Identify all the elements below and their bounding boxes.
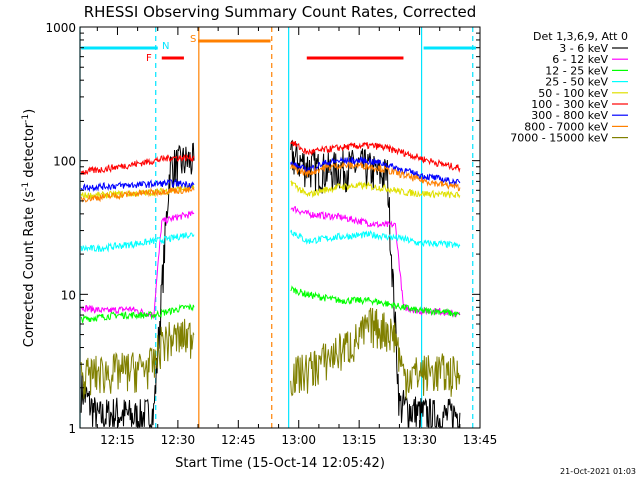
series-line-segment-2 [290, 139, 461, 173]
x-axis-label: Start Time (15-Oct-14 12:05:42) [175, 456, 385, 471]
series-line-segment-1 [80, 153, 195, 176]
series-6-12-kev [81, 206, 461, 320]
y-label-text: detector [22, 122, 37, 182]
annotation-label-F: F [146, 53, 152, 64]
vertical-markers [79, 27, 474, 428]
series-line-segment-2 [290, 156, 461, 187]
series-25-50-kev [80, 229, 461, 253]
series-300-800-kev [80, 156, 461, 193]
legend-header: Det 1,3,6,9, Att 0 [533, 30, 628, 43]
y-label-superscript: -1 [21, 114, 31, 123]
series-line-segment-2 [290, 285, 461, 318]
series-line-segment-1 [80, 303, 195, 323]
x-tick-label: 13:45 [463, 433, 498, 447]
y-tick-label: 10 [61, 288, 76, 302]
y-label-superscript: -1 [21, 182, 31, 191]
series-line-segment-1 [80, 178, 195, 193]
y-axis-label: Corrected Count Rate (s-1 detector-1) [21, 109, 37, 347]
annotation-bands: NF S [81, 34, 476, 64]
series-line-segment-2 [290, 307, 461, 400]
series-100-300-kev [80, 139, 461, 176]
x-tick-label: 12:45 [221, 433, 256, 447]
x-tick-label: 12:15 [100, 433, 135, 447]
y-tick-label: 1 [68, 422, 76, 436]
legend-entry-label: 7000 - 15000 keV [510, 132, 608, 145]
series-line-segment-2 [290, 229, 461, 249]
series-line-segment-2 [290, 161, 461, 192]
series-line-segment-1 [80, 318, 195, 399]
annotation-label-S: S [190, 34, 196, 45]
y-label-text: Corrected Count Rate (s [22, 191, 37, 348]
series-layer [80, 139, 461, 429]
series-line-segment-1 [80, 186, 195, 203]
legend-entry-label: 25 - 50 keV [545, 76, 608, 89]
series-line-segment-2 [290, 180, 461, 199]
legend-entry-label: 12 - 25 keV [545, 64, 608, 77]
axes: 12:15 12:30 12:45 13:00 13:15 13:30 13:45 1 10 10… [45, 21, 497, 447]
y-label-text: ) [22, 109, 37, 114]
series-800-7000-kev [80, 161, 461, 203]
series-line-segment-1 [80, 232, 195, 253]
x-tick-label: 13:15 [342, 433, 377, 447]
legend-entry-label: 3 - 6 keV [559, 42, 608, 55]
annotation-label-N: N [162, 41, 169, 52]
x-tick-label: 13:00 [281, 433, 316, 447]
series-7000-15000-kev [80, 307, 461, 400]
legend-entry-label: 6 - 12 keV [552, 53, 608, 66]
legend-entry-label: 50 - 100 keV [538, 87, 608, 100]
y-tick-label: 100 [53, 155, 76, 169]
plot-frame [79, 26, 481, 429]
legend-entry-label: 100 - 300 keV [531, 98, 608, 111]
legend-entry-label: 800 - 7000 keV [524, 120, 608, 133]
chart-title: RHESSI Observing Summary Count Rates, Co… [84, 3, 477, 21]
series-12-25-kev [80, 285, 461, 323]
series-line-segment-1 [81, 209, 195, 320]
x-tick-label: 12:30 [161, 433, 196, 447]
y-tick-label: 1000 [45, 21, 76, 35]
x-tick-label: 13:30 [402, 433, 437, 447]
footer-date: 21-Oct-2021 01:03 [560, 467, 636, 476]
legend-entry-label: 300 - 800 keV [531, 109, 608, 122]
